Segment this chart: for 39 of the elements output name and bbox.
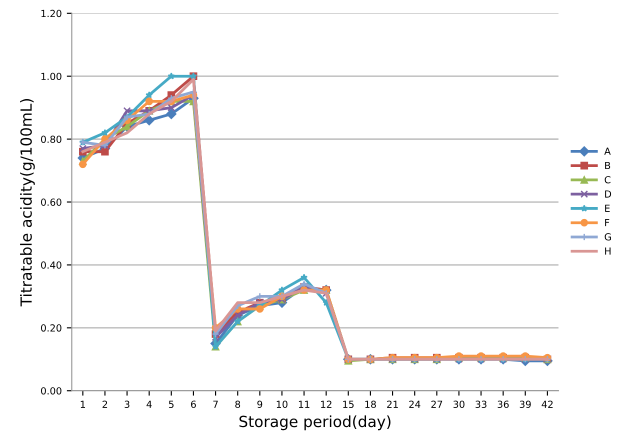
x-tick-label: 39 <box>520 400 531 408</box>
legend-label: B <box>605 162 610 170</box>
y-tick-label: 0.40 <box>41 261 62 269</box>
y-axis-title: Titratable acidity(g/100mL) <box>20 99 35 306</box>
x-tick-label: 18 <box>365 400 376 408</box>
x-tick-label: 3 <box>124 400 130 408</box>
x-tick-label: 12 <box>321 400 332 408</box>
x-tick-label: 21 <box>387 400 398 408</box>
x-tick-label: 24 <box>409 400 420 408</box>
x-tick-label: 2 <box>102 400 108 408</box>
x-tick-label: 36 <box>498 400 509 408</box>
x-tick-label: 9 <box>257 400 262 408</box>
y-tick-label: 1.20 <box>41 10 62 18</box>
y-tick-label: 0.20 <box>41 324 62 332</box>
legend-label: D <box>605 190 612 198</box>
y-tick-label: 1.00 <box>41 72 62 80</box>
x-tick-label: 1 <box>80 400 86 408</box>
x-tick-label: 10 <box>276 400 288 408</box>
legend-label: G <box>604 233 611 241</box>
x-tick-label: 4 <box>146 400 152 408</box>
x-tick-label: 30 <box>453 400 464 408</box>
legend-label: F <box>605 219 610 226</box>
x-tick-label: 15 <box>343 400 354 408</box>
y-tick-label: 0.00 <box>41 387 62 395</box>
y-tick-label: 0.80 <box>41 136 62 143</box>
x-tick-label: 6 <box>191 400 196 408</box>
x-tick-label: 27 <box>431 400 442 408</box>
x-tick-label: 42 <box>542 400 553 408</box>
y-tick-label: 0.60 <box>41 198 62 206</box>
x-tick-label: 5 <box>168 400 174 408</box>
x-tick-label: 7 <box>213 400 218 408</box>
legend-label: A <box>604 148 611 155</box>
x-tick-label: 8 <box>235 400 240 408</box>
legend-label: E <box>605 204 610 212</box>
legend-label: C <box>604 176 610 184</box>
x-tick-label: 33 <box>476 400 486 408</box>
legend-label: H <box>605 248 611 255</box>
x-axis-title: Storage period(day) <box>239 415 390 430</box>
x-tick-label: 11 <box>298 400 310 408</box>
